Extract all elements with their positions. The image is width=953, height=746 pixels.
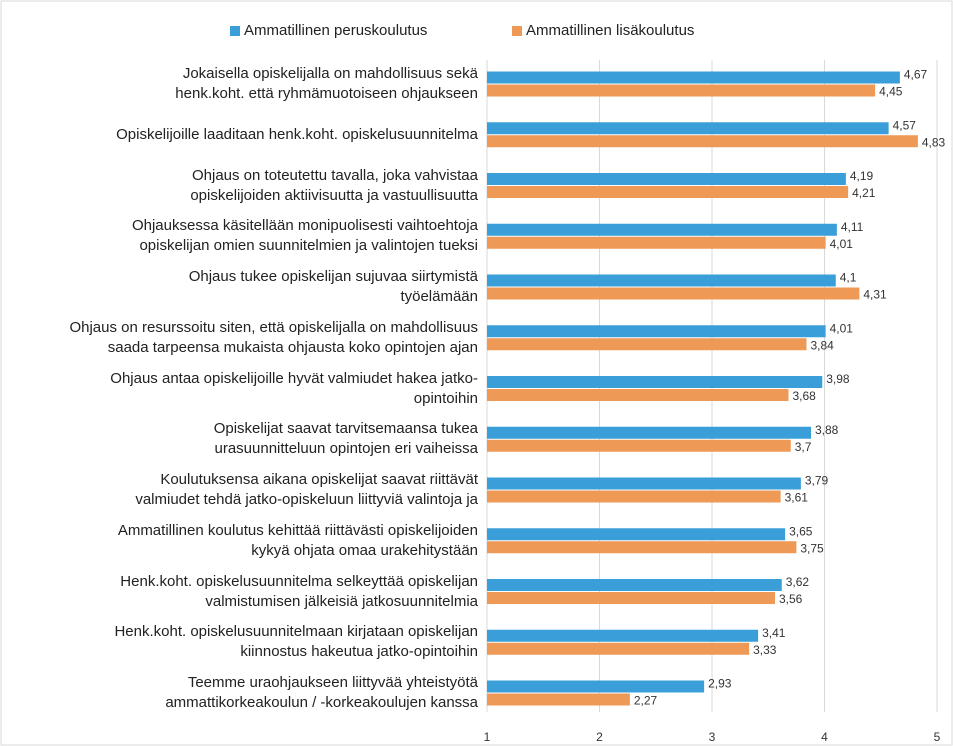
category-label: Koulutuksensa aikana opiskelijat saavat … bbox=[135, 471, 478, 508]
data-label: 3,41 bbox=[762, 626, 786, 640]
category-label: Teemme uraohjaukseen liittyvää yhteistyö… bbox=[165, 674, 478, 711]
bar bbox=[487, 274, 836, 287]
data-label: 3,75 bbox=[800, 541, 824, 555]
x-tick-label: 2 bbox=[596, 730, 603, 744]
bar bbox=[487, 84, 876, 97]
bar bbox=[487, 579, 782, 591]
category-label: Henk.koht. opiskelusuunnitelmaan kirjata… bbox=[114, 623, 478, 661]
data-label: 3,7 bbox=[795, 440, 812, 454]
bar bbox=[487, 325, 826, 338]
bar bbox=[487, 287, 860, 300]
data-label: 2,27 bbox=[634, 694, 658, 708]
category-label: Ohjaus on resurssoitu siten, että opiske… bbox=[69, 318, 478, 356]
legend-item: Ammatillinen lisäkoulutus bbox=[512, 22, 694, 39]
bar bbox=[487, 186, 849, 198]
x-tick-label: 5 bbox=[934, 730, 941, 744]
data-label: 3,33 bbox=[753, 643, 777, 657]
category-label: Ohjaus tukee opiskelijan sujuvaa siirtym… bbox=[188, 268, 478, 305]
category-label: Jokaisella opiskelijalla on mahdollisuus… bbox=[175, 65, 478, 102]
data-label: 4,31 bbox=[863, 288, 887, 302]
data-label: 4,21 bbox=[852, 186, 876, 200]
bar bbox=[487, 629, 759, 642]
category-label: Henk.koht. opiskelusuunnitelma selkeyttä… bbox=[120, 572, 478, 610]
category-label: Opiskelijoille laaditaan henk.koht. opis… bbox=[116, 125, 478, 143]
data-label: 4,83 bbox=[922, 135, 946, 149]
bar bbox=[487, 122, 889, 135]
data-label: 3,84 bbox=[811, 338, 835, 352]
bar bbox=[487, 439, 791, 452]
data-label: 2,93 bbox=[708, 677, 732, 691]
bar bbox=[487, 223, 837, 236]
bar bbox=[487, 541, 797, 554]
x-tick-label: 3 bbox=[709, 730, 716, 744]
data-label: 4,11 bbox=[841, 220, 864, 234]
data-label: 3,98 bbox=[826, 372, 850, 386]
bar bbox=[487, 135, 918, 148]
bar bbox=[487, 477, 801, 490]
data-label: 3,61 bbox=[785, 491, 809, 505]
data-label: 4,19 bbox=[850, 169, 874, 183]
legend-item: Ammatillinen peruskoulutus bbox=[230, 22, 427, 39]
data-label: 3,62 bbox=[786, 575, 810, 589]
data-label: 3,88 bbox=[815, 423, 839, 437]
data-label: 4,01 bbox=[830, 237, 854, 251]
bar bbox=[487, 592, 775, 604]
category-label: Ohjaus antaa opiskelijoille hyvät valmiu… bbox=[110, 369, 478, 407]
data-label: 3,56 bbox=[779, 592, 803, 606]
legend-swatch bbox=[512, 25, 522, 36]
data-label: 4,57 bbox=[893, 118, 917, 132]
x-tick-label: 4 bbox=[821, 730, 828, 744]
data-label: 3,65 bbox=[789, 524, 813, 538]
bar bbox=[487, 236, 826, 249]
category-label: Ohjaus on toteutettu tavalla, joka vahvi… bbox=[190, 166, 478, 204]
data-label: 4,01 bbox=[830, 321, 854, 335]
bar bbox=[487, 528, 786, 541]
category-label: Ohjauksessa käsitellään monipuolisesti v… bbox=[131, 217, 478, 255]
legend-label: Ammatillinen peruskoulutus bbox=[244, 22, 428, 39]
legend-swatch bbox=[230, 25, 240, 36]
data-label: 3,68 bbox=[793, 389, 817, 403]
bar bbox=[487, 490, 781, 503]
bar bbox=[487, 71, 900, 84]
data-label: 4,67 bbox=[904, 68, 928, 82]
bar bbox=[487, 693, 630, 706]
legend-label: Ammatillinen lisäkoulutus bbox=[526, 22, 695, 39]
bar bbox=[487, 680, 705, 693]
data-label: 4,1 bbox=[840, 271, 857, 285]
bar bbox=[487, 173, 846, 185]
x-tick-label: 1 bbox=[484, 730, 491, 744]
bar bbox=[487, 376, 823, 388]
data-label: 3,79 bbox=[805, 474, 829, 488]
bar bbox=[487, 338, 807, 351]
bar bbox=[487, 426, 811, 439]
data-label: 4,45 bbox=[879, 85, 903, 99]
bar bbox=[487, 642, 750, 655]
category-label: Opiskelijat saavat tarvitsemaansa tukea … bbox=[213, 420, 478, 458]
category-label: Ammatillinen koulutus kehittää riittäväs… bbox=[117, 521, 478, 559]
bar bbox=[487, 389, 789, 401]
